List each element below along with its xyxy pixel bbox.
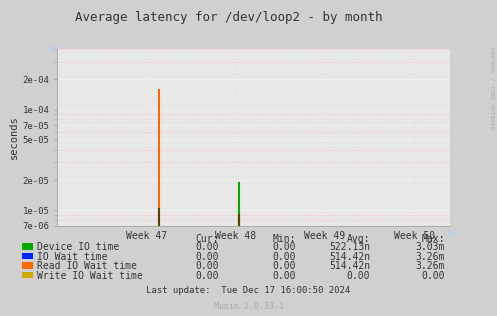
Text: 514.42n: 514.42n	[329, 252, 370, 262]
Text: Munin 2.0.33-1: Munin 2.0.33-1	[214, 302, 283, 311]
Text: 3.26m: 3.26m	[415, 252, 445, 262]
Text: Write IO Wait time: Write IO Wait time	[37, 270, 143, 281]
Text: 514.42n: 514.42n	[329, 261, 370, 271]
Text: 0.00: 0.00	[195, 252, 219, 262]
Text: 0.00: 0.00	[272, 242, 296, 252]
Text: Cur:: Cur:	[195, 234, 219, 245]
Text: 0.00: 0.00	[272, 270, 296, 281]
Text: IO Wait time: IO Wait time	[37, 252, 108, 262]
Text: Average latency for /dev/loop2 - by month: Average latency for /dev/loop2 - by mont…	[75, 11, 382, 24]
Text: 0.00: 0.00	[347, 270, 370, 281]
Text: Read IO Wait time: Read IO Wait time	[37, 261, 137, 271]
Text: 0.00: 0.00	[195, 261, 219, 271]
Text: Avg:: Avg:	[347, 234, 370, 245]
Text: 0.00: 0.00	[272, 252, 296, 262]
Text: 3.03m: 3.03m	[415, 242, 445, 252]
Text: 0.00: 0.00	[421, 270, 445, 281]
Text: Device IO time: Device IO time	[37, 242, 119, 252]
Text: 0.00: 0.00	[272, 261, 296, 271]
Y-axis label: seconds: seconds	[8, 116, 18, 159]
Text: 0.00: 0.00	[195, 270, 219, 281]
Text: 522.13n: 522.13n	[329, 242, 370, 252]
Text: RRDTOOL / TOBI OETIKER: RRDTOOL / TOBI OETIKER	[490, 47, 495, 130]
Text: Last update:  Tue Dec 17 16:00:50 2024: Last update: Tue Dec 17 16:00:50 2024	[147, 286, 350, 295]
Text: 0.00: 0.00	[195, 242, 219, 252]
Text: 3.26m: 3.26m	[415, 261, 445, 271]
Text: Min:: Min:	[272, 234, 296, 245]
Text: Max:: Max:	[421, 234, 445, 245]
